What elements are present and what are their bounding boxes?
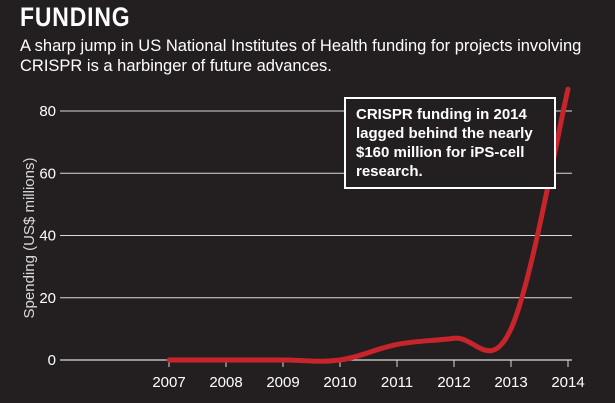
series-group (166, 86, 571, 364)
annotation-callout: CRISPR funding in 2014 lagged behind the… (344, 97, 556, 189)
chart-subtitle: A sharp jump in US National Institutes o… (20, 37, 582, 75)
chart-title: FUNDING (20, 2, 131, 32)
y-axis-label: Spending (US$ millions) (21, 158, 38, 319)
series-line (166, 86, 571, 364)
x-tick-label: 2010 (323, 374, 356, 391)
y-tick-label: 0 (48, 352, 56, 369)
x-tick-label: 2007 (152, 374, 185, 391)
x-tick-labels: 2007 2008 2009 2010 2011 2012 2013 2014 (152, 360, 585, 391)
y-tick-label: 60 (39, 165, 56, 182)
x-tick-label: 2014 (551, 374, 584, 391)
y-tick-labels: 0 20 40 60 80 (39, 103, 56, 369)
x-tick-label: 2011 (381, 374, 413, 391)
x-tick-label: 2008 (209, 374, 242, 391)
y-tick-label: 80 (39, 103, 56, 120)
x-tick-label: 2009 (266, 374, 299, 391)
x-tick-label: 2013 (494, 374, 527, 391)
annotation-text: CRISPR funding in 2014 lagged behind the… (356, 106, 533, 180)
y-tick-label: 20 (39, 290, 56, 307)
x-tick-label: 2012 (437, 374, 470, 391)
y-tick-label: 40 (39, 228, 56, 245)
